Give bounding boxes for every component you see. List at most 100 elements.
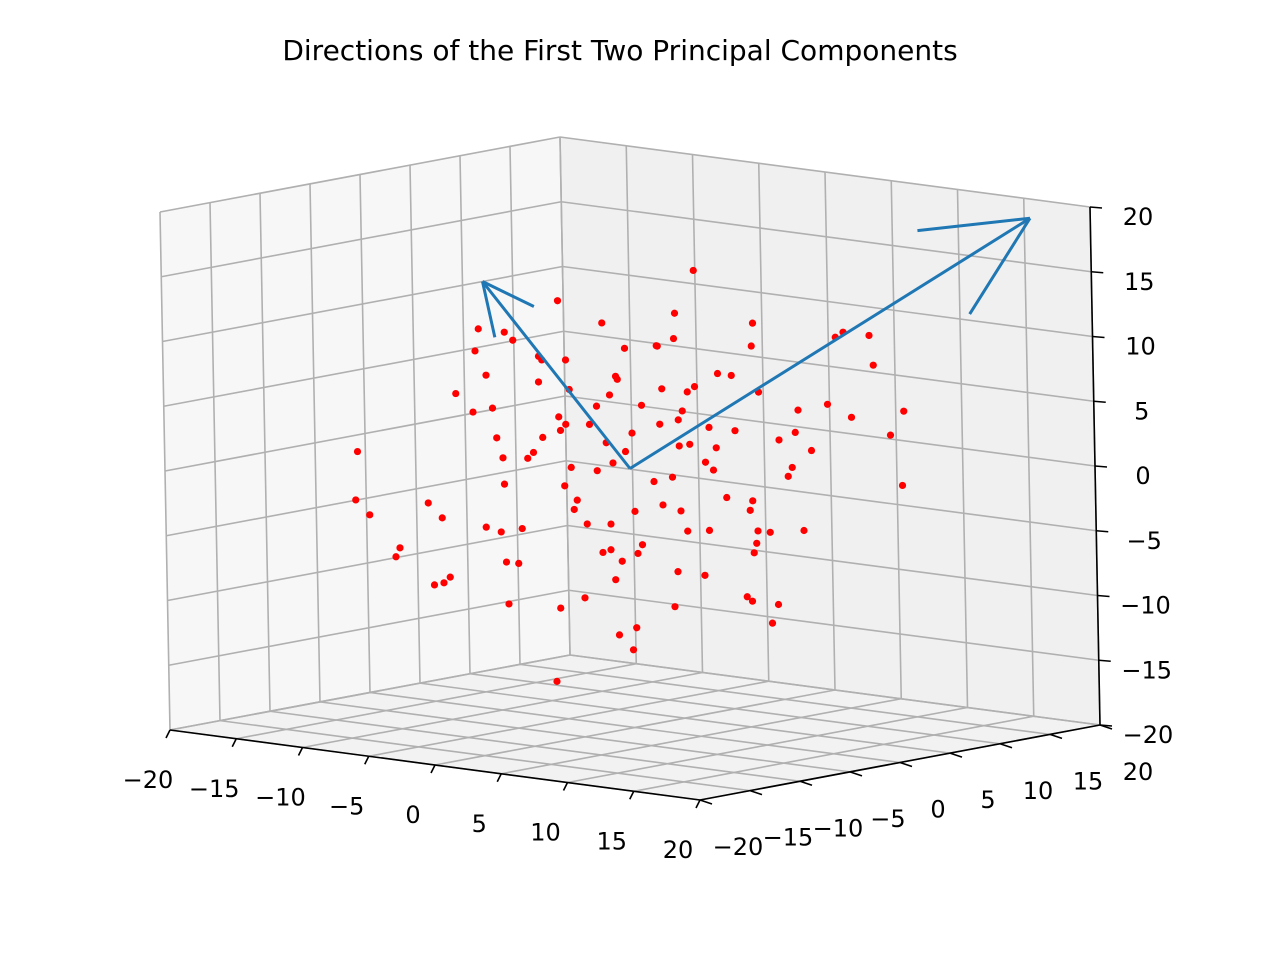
z-tick-label: −20 [1123,721,1174,749]
data-point [784,472,792,480]
y-tick-label: 20 [1123,758,1154,786]
data-point [731,427,739,435]
data-point [502,558,511,566]
pc-arrow-head [917,216,1031,233]
data-point [583,520,591,528]
grid-lines [159,136,1101,801]
x-tick-label: −10 [255,784,306,812]
x-tick [165,729,171,739]
y-tick-label: 5 [980,786,995,814]
x-tick-label: 0 [405,801,420,829]
data-point [656,420,664,428]
data-point [638,541,647,549]
data-point [615,631,624,639]
y-tick-label: −15 [763,824,814,852]
y-tick-label: 0 [930,796,945,824]
grid-line [567,706,968,784]
y-tick-label: −20 [713,833,764,861]
z-tick [1093,400,1106,404]
data-point [747,342,755,350]
data-point [561,482,569,490]
z-tick [1089,206,1103,209]
grid-line [409,165,421,684]
data-point [446,573,454,581]
data-point [788,463,796,472]
data-point [791,428,799,436]
grid-line [162,265,563,343]
data-point [865,331,873,340]
data-point [659,501,667,509]
grid-line [164,395,566,472]
z-tick [1094,465,1108,468]
y-tick [749,789,763,796]
data-point [723,493,731,502]
data-point [774,600,783,609]
data-point [750,549,758,557]
data-point [618,557,626,565]
data-point [353,447,362,456]
grid-line [1022,198,1035,717]
data-point [452,389,460,398]
data-point [847,413,856,421]
y-tick-label: −10 [813,814,864,842]
data-point [678,407,686,415]
x-tick [496,773,502,783]
x-tick-label: 15 [596,827,627,855]
data-point [599,548,607,557]
grid-line [369,691,901,764]
data-points [352,266,908,685]
data-point [366,511,374,519]
data-point [800,526,808,535]
data-point [515,559,523,568]
data-point [754,527,762,535]
x-tick-label: −20 [123,766,174,794]
data-point [482,523,490,531]
data-point [593,467,601,475]
data-point [746,506,754,514]
data-point [701,571,709,579]
data-point [727,371,735,380]
x-tick [231,738,237,748]
z-tick-label: 0 [1135,462,1150,490]
grid-line [509,146,521,665]
data-point [705,526,714,535]
data-point [650,477,658,486]
grid-line [562,265,1093,338]
pc-arrow-shaft [629,216,1031,470]
data-point [613,375,621,383]
data-point [713,369,722,378]
data-point [392,553,400,561]
data-point [556,426,565,435]
data-point [440,579,448,587]
data-point [743,593,751,601]
tick-labels: −20−20−20−15−15−15−10−10−10−5 −5−50 005551… [123,203,1174,864]
data-point [469,408,477,416]
grid-line [159,136,561,213]
data-point [488,404,497,412]
z-tick [1092,335,1105,339]
pc-arrow-head [481,280,535,308]
data-point [585,420,594,428]
data-point [668,473,677,481]
data-point [493,434,501,442]
data-point [705,423,713,431]
data-point [683,388,691,396]
data-point [534,378,543,386]
grid-line [459,155,471,674]
data-point [518,524,526,533]
data-point [581,594,589,602]
data-point [620,344,629,352]
data-point [675,442,683,450]
grid-line [563,330,1094,403]
data-point [482,371,490,379]
data-point [709,466,718,474]
data-point [567,463,575,471]
y-tick [949,752,963,758]
data-point [539,433,547,441]
data-point [634,549,642,558]
data-point [669,334,678,343]
y-tick [699,799,713,805]
data-point [438,514,446,522]
y-tick-label: −5 [870,805,905,833]
pc-arrow-shaft [481,280,632,470]
